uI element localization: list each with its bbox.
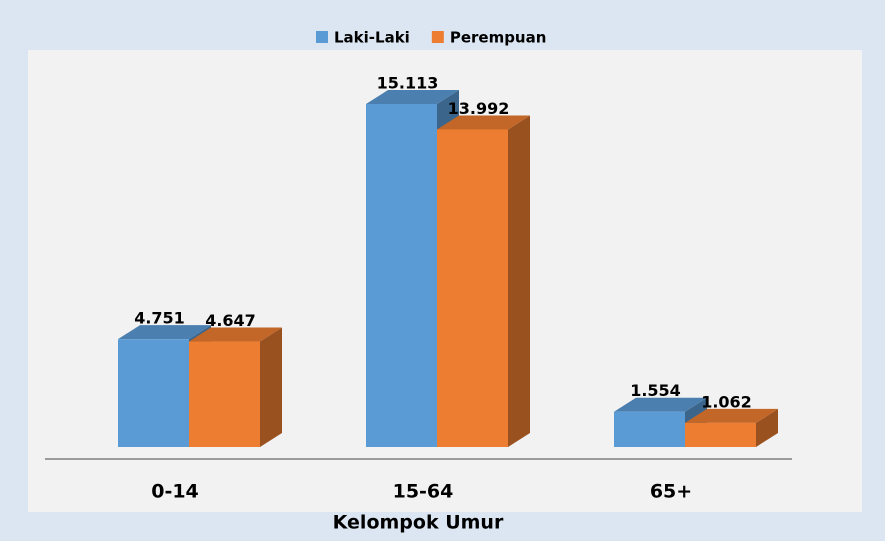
bar-top bbox=[189, 327, 282, 342]
legend-swatch bbox=[431, 31, 444, 43]
x-tick-label: 15-64 bbox=[393, 481, 454, 503]
bar-front bbox=[437, 129, 508, 447]
bar-top bbox=[614, 397, 707, 412]
bar-front bbox=[614, 411, 685, 447]
bar-front bbox=[118, 339, 189, 447]
value-label: 15.113 bbox=[377, 74, 439, 93]
bar-top bbox=[118, 325, 211, 340]
bar-top bbox=[366, 90, 459, 104]
value-label: 4.751 bbox=[134, 309, 185, 328]
x-tick-label: 0-14 bbox=[151, 481, 199, 503]
legend-label: Perempuan bbox=[450, 29, 547, 47]
bar bbox=[189, 327, 282, 447]
bar bbox=[685, 408, 778, 447]
bar-side bbox=[756, 408, 778, 447]
bar-front bbox=[189, 341, 260, 447]
value-label: 1.062 bbox=[701, 392, 752, 411]
value-label: 4.647 bbox=[205, 311, 256, 330]
value-label: 1.554 bbox=[630, 381, 681, 400]
x-axis-label: Kelompok Umur bbox=[333, 512, 504, 534]
bar-top bbox=[437, 115, 530, 130]
bar-side bbox=[260, 327, 282, 447]
bar-front bbox=[685, 422, 756, 447]
bar-front bbox=[366, 104, 437, 447]
value-label: 13.992 bbox=[448, 99, 510, 118]
x-tick-label: 65+ bbox=[650, 481, 692, 503]
legend-label: Laki-Laki bbox=[334, 29, 410, 47]
legend-swatch bbox=[316, 31, 328, 43]
bar-side bbox=[508, 115, 530, 448]
bar bbox=[437, 115, 530, 448]
bar-top bbox=[685, 408, 778, 423]
